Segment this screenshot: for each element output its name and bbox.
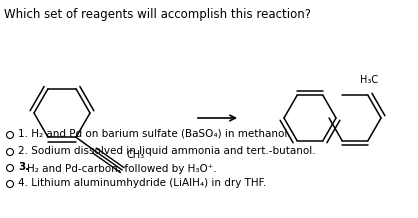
Text: Which set of reagents will accomplish this reaction?: Which set of reagents will accomplish th… (4, 8, 311, 21)
Text: CH₃: CH₃ (127, 150, 145, 160)
Text: 2. Sodium dissolved in liquid ammonia and tert.-butanol.: 2. Sodium dissolved in liquid ammonia an… (18, 146, 316, 156)
Text: 1. H₂ and Pd on barium sulfate (BaSO₄) in methanol.: 1. H₂ and Pd on barium sulfate (BaSO₄) i… (18, 129, 291, 139)
Text: H₂ and Pd-carbon, followed by H₃O⁺.: H₂ and Pd-carbon, followed by H₃O⁺. (27, 164, 217, 174)
Text: H₃C: H₃C (360, 75, 378, 85)
Text: 4. Lithium aluminumhydride (LiAlH₄) in dry THF.: 4. Lithium aluminumhydride (LiAlH₄) in d… (18, 178, 266, 188)
Text: 3.: 3. (18, 162, 29, 172)
